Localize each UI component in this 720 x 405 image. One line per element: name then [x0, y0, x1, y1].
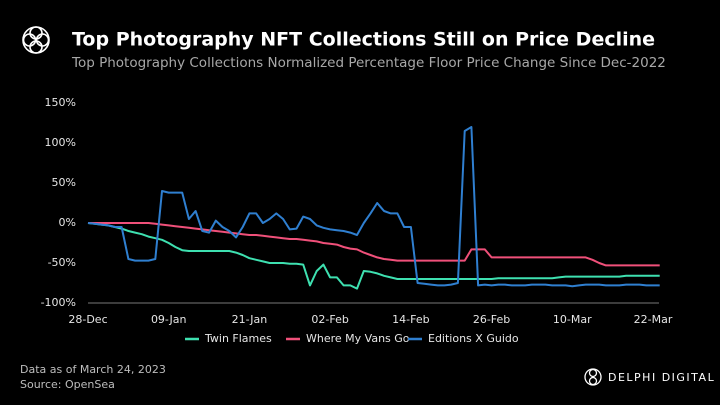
y-tick-label: 150%	[45, 96, 76, 109]
series-line	[88, 222, 660, 267]
series-line	[87, 126, 660, 288]
x-tick-label: 28-Dec	[68, 313, 107, 326]
source: Source: OpenSea	[20, 378, 115, 391]
legend-label: Twin Flames	[204, 332, 272, 345]
y-tick-label: -50%	[48, 256, 76, 269]
x-tick-label: 10-Mar	[553, 313, 592, 326]
x-tick-label: 26-Feb	[473, 313, 510, 326]
brand: DELPHI DIGITAL	[608, 371, 715, 384]
x-tick-label: 14-Feb	[392, 313, 429, 326]
logo	[22, 26, 50, 54]
subtitle: Top Photography Collections Normalized P…	[71, 55, 666, 71]
series-line	[87, 222, 660, 290]
plot: -100% -50% 0% 50% 100% 150% 28-Dec 09-Jan 21-Jan…	[41, 96, 673, 345]
title: Top Photography NFT Collections Still on…	[72, 29, 655, 51]
brand-logo	[584, 368, 602, 386]
y-tick-label: 0%	[59, 216, 76, 229]
x-tick-label: 22-Mar	[634, 313, 673, 326]
legend-label: Editions X Guido	[428, 332, 519, 345]
legend-label: Where My Vans Go	[306, 332, 410, 345]
y-tick-label: 50%	[52, 176, 76, 189]
y-tick-label: 100%	[45, 136, 76, 149]
y-tick-label: -100%	[41, 296, 76, 309]
footer-note: Data as of March 24, 2023	[20, 363, 166, 376]
x-tick-label: 21-Jan	[232, 313, 268, 326]
x-tick-label: 02-Feb	[311, 313, 348, 326]
x-tick-label: 09-Jan	[151, 313, 187, 326]
